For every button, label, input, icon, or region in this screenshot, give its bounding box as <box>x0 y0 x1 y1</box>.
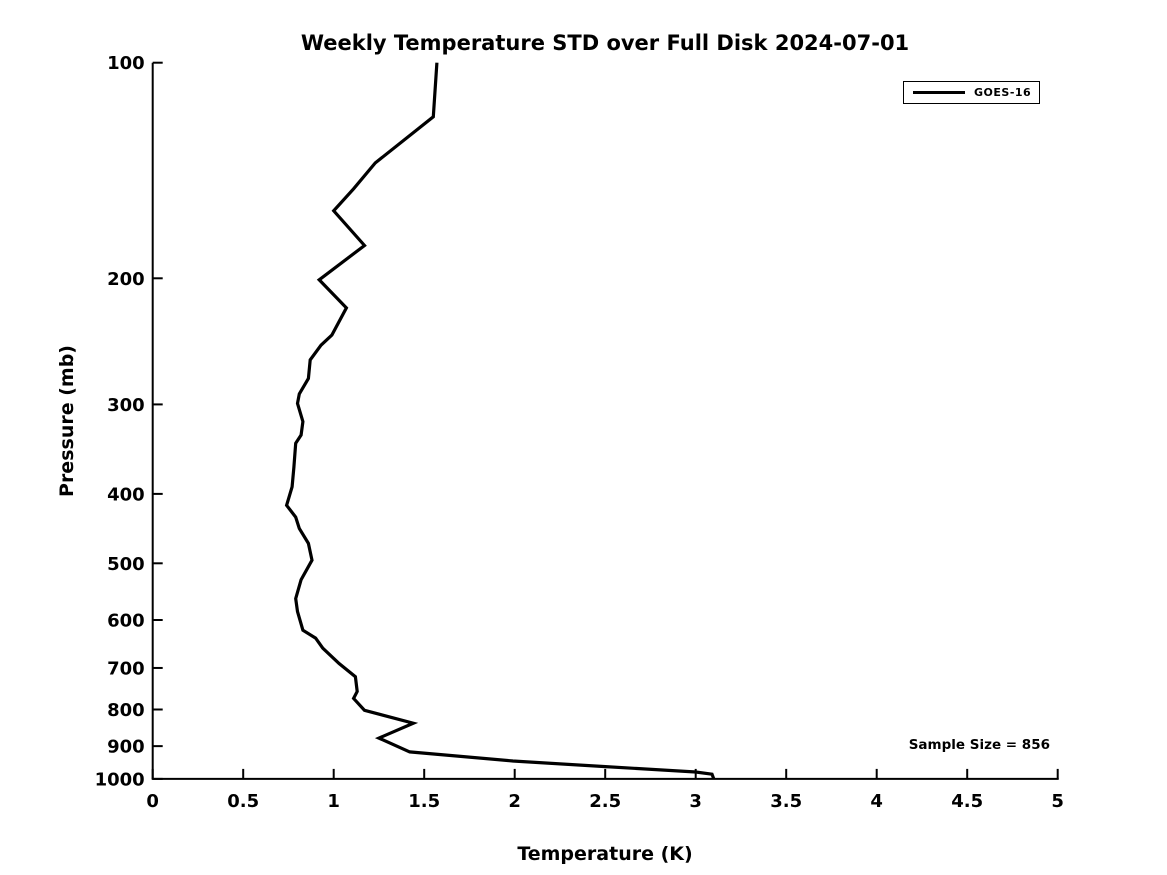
y-tick-label: 700 <box>107 658 145 679</box>
legend-line-swatch <box>913 90 965 95</box>
x-tick-label: 3.5 <box>770 791 802 812</box>
y-tick-label: 800 <box>107 700 145 721</box>
y-tick-label: 1000 <box>95 769 145 790</box>
x-tick-label: 3 <box>689 791 702 812</box>
x-axis-label: Temperature (K) <box>517 843 693 865</box>
y-axis-label: Pressure (mb) <box>56 345 78 497</box>
temperature-std-profile-line <box>284 62 716 780</box>
x-tick-label: 2 <box>508 791 521 812</box>
y-tick-label: 400 <box>107 484 145 505</box>
y-tick-label: 300 <box>107 395 145 416</box>
x-tick-label: 0.5 <box>227 791 259 812</box>
y-tick-label: 100 <box>107 53 145 74</box>
legend-series-label: GOES-16 <box>974 86 1032 99</box>
x-tick-label: 4.5 <box>951 791 983 812</box>
y-tick-label: 500 <box>107 554 145 575</box>
x-tick-label: 0 <box>146 791 159 812</box>
y-axis: 100 200 300 400 500 600 700 800 900 1000 <box>95 53 163 790</box>
sample-size-text: Sample Size = 856 <box>908 737 1050 753</box>
x-tick-label: 1 <box>327 791 340 812</box>
y-tick-label: 200 <box>107 269 145 290</box>
x-tick-label: 4 <box>870 791 883 812</box>
x-tick-label: 1.5 <box>408 791 440 812</box>
y-tick-label: 900 <box>107 737 145 758</box>
x-axis: 0 0.5 1 1.5 2 2.5 3 3.5 4 4.5 5 <box>146 768 1064 812</box>
x-tick-label: 2.5 <box>589 791 621 812</box>
y-tick-label: 600 <box>107 611 145 632</box>
chart-title: Weekly Temperature STD over Full Disk 20… <box>300 31 910 55</box>
legend-box: GOES-16 <box>903 81 1040 104</box>
x-tick-label: 5 <box>1051 791 1064 812</box>
